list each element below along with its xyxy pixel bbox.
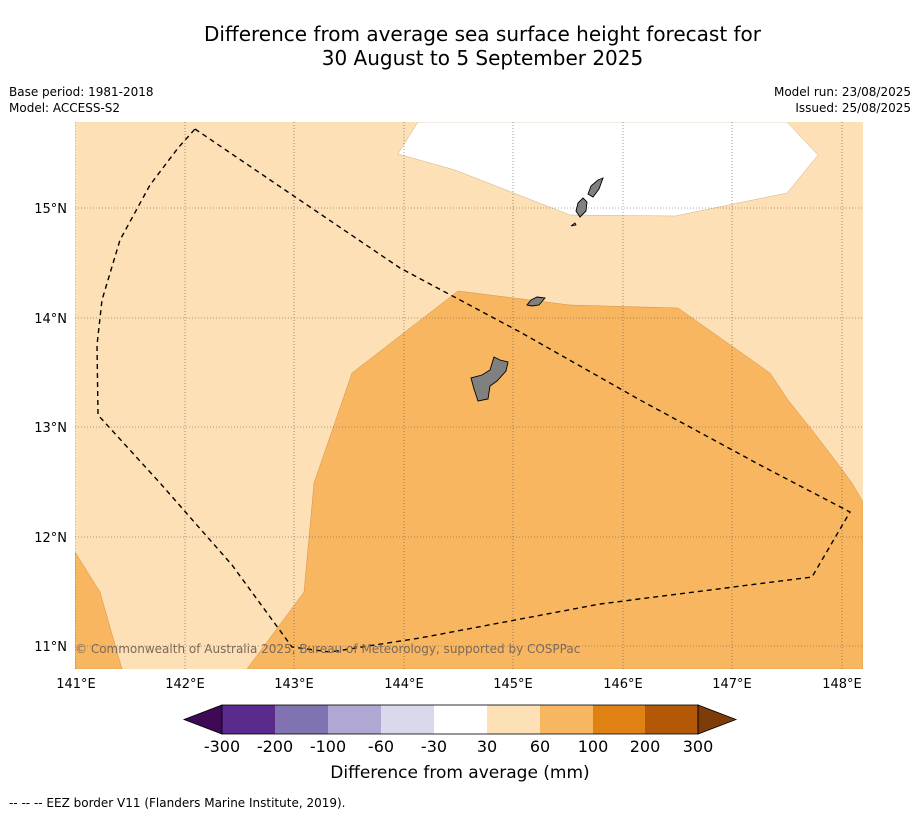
- colorbar-bin: [434, 705, 487, 734]
- copyright-text: © Commonwealth of Australia 2025, Bureau…: [75, 642, 580, 656]
- colorbar-bin: [593, 705, 645, 734]
- lat-label: 11°N: [34, 640, 67, 655]
- colorbar-tick: -30: [421, 737, 447, 756]
- colorbar-bin: [487, 705, 540, 734]
- eez-border: [96, 128, 851, 653]
- colorbar-tick: -100: [310, 737, 346, 756]
- colorbar-tick: 200: [630, 737, 661, 756]
- band-60-100-main: [246, 290, 863, 669]
- eez-legend-footer: -- -- -- EEZ border V11 (Flanders Marine…: [9, 796, 346, 810]
- islet: [570, 222, 577, 227]
- lon-label: 146°E: [603, 677, 643, 692]
- lon-label: 143°E: [274, 677, 314, 692]
- issued-date: Issued: 25/08/2025: [795, 101, 911, 115]
- colorbar-bin: [275, 705, 328, 734]
- base-period: Base period: 1981-2018: [9, 85, 154, 99]
- lon-label: 142°E: [165, 677, 205, 692]
- lat-label: 12°N: [34, 531, 67, 546]
- meta-right: Model run: 23/08/2025 Issued: 25/08/2025: [774, 84, 911, 116]
- title-line-1: Difference from average sea surface heig…: [203, 22, 762, 46]
- rota-island: [526, 296, 546, 307]
- colorbar-tick: 60: [530, 737, 550, 756]
- colorbar-bin: [328, 705, 381, 734]
- colorbar-bin: [381, 705, 434, 734]
- title-line-2: 30 August to 5 September 2025: [321, 46, 644, 70]
- colorbar-bin: [222, 705, 275, 734]
- lon-label: 148°E: [822, 677, 862, 692]
- lat-label: 14°N: [34, 312, 67, 327]
- lat-label: 13°N: [34, 421, 67, 436]
- colorbar-outline: [221, 704, 699, 735]
- gridlines: [75, 122, 863, 669]
- colorbar-extend-low: [182, 704, 223, 735]
- colorbar-bin: [540, 705, 593, 734]
- saipan-island: [587, 177, 604, 198]
- guam-island: [470, 356, 509, 402]
- colorbar: [182, 704, 738, 735]
- lat-labels: 15°N 14°N 13°N 12°N 11°N: [34, 202, 67, 655]
- map-area: © Commonwealth of Australia 2025, Bureau…: [75, 122, 863, 669]
- colorbar-tick: 30: [477, 737, 497, 756]
- band-neutral: [397, 122, 819, 217]
- colorbar-label: Difference from average (mm): [330, 763, 589, 783]
- colorbar-bin: [645, 705, 698, 734]
- colorbar-tick: 100: [578, 737, 609, 756]
- lon-label: 144°E: [384, 677, 424, 692]
- lon-label: 145°E: [493, 677, 533, 692]
- lon-label: 147°E: [712, 677, 752, 692]
- colorbar-tick: -60: [368, 737, 394, 756]
- colorbar-extend-high: [697, 704, 738, 735]
- meta-left: Base period: 1981-2018 Model: ACCESS-S2: [9, 84, 154, 116]
- model-run: Model run: 23/08/2025: [773, 85, 911, 99]
- colorbar-tick: -200: [257, 737, 293, 756]
- colorbar-tick: -300: [204, 737, 240, 756]
- tinian-island: [575, 197, 588, 218]
- lat-label: 15°N: [34, 202, 67, 217]
- colorbar-tick: 300: [683, 737, 714, 756]
- model-name: Model: ACCESS-S2: [9, 101, 121, 115]
- band-60-100-corner: [75, 551, 123, 669]
- lon-labels: 141°E 142°E 143°E 144°E 145°E 146°E 147°…: [56, 677, 862, 692]
- lon-label: 141°E: [56, 677, 96, 692]
- map-title: Difference from average sea surface heig…: [60, 22, 905, 70]
- colorbar-ticks: -300 -200 -100 -60 -30 30 60 100 200 300: [204, 737, 713, 756]
